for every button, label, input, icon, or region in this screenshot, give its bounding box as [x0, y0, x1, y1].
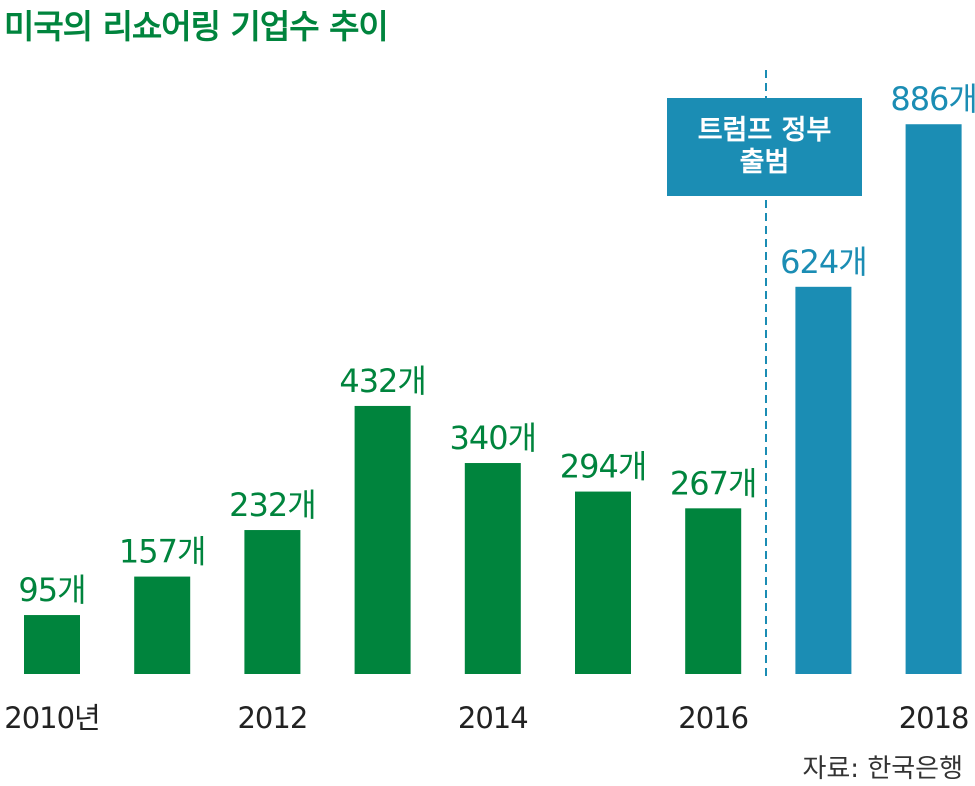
bar-2011 — [134, 576, 191, 674]
value-labels-group: 95개 157개 232개 432개 340개 294개 267개 624개 886개 — [18, 80, 975, 609]
bars-group — [24, 124, 962, 674]
value-label-2018: 886개 — [890, 80, 975, 118]
x-tick-label-2010: 2010년 — [4, 701, 99, 735]
trump-annotation-box: 트럼프 정부 출범 — [667, 98, 862, 196]
bar-2012 — [244, 530, 301, 674]
x-tick-label-2018: 2018 — [899, 701, 969, 735]
value-label-2011: 157개 — [119, 533, 206, 571]
bar-2015 — [575, 491, 631, 674]
bar-2010 — [24, 615, 80, 674]
x-tick-label-2014: 2014 — [458, 701, 528, 735]
bar-2016 — [685, 508, 742, 674]
value-label-2010: 95개 — [18, 571, 85, 609]
value-label-2012: 232개 — [229, 486, 316, 524]
bar-2014 — [464, 463, 521, 674]
bar-2017 — [795, 286, 852, 674]
source-note: 자료: 한국은행 — [802, 754, 963, 784]
annotation-line-2: 출범 — [739, 147, 790, 178]
x-tick-label-2016: 2016 — [678, 701, 748, 735]
bar-2018 — [905, 124, 962, 674]
x-tick-labels-group: 2010년 2012 2014 2016 2018 — [4, 701, 969, 735]
value-label-2013: 432개 — [339, 362, 426, 400]
value-label-2014: 340개 — [450, 419, 537, 457]
bar-2013 — [354, 405, 411, 674]
value-label-2017: 624개 — [780, 243, 867, 281]
annotation-line-1: 트럼프 정부 — [697, 115, 832, 146]
value-label-2015: 294개 — [560, 448, 647, 486]
value-label-2016: 267개 — [670, 464, 757, 502]
x-tick-label-2012: 2012 — [237, 701, 307, 735]
chart-title: 미국의 리쇼어링 기업수 추이 — [4, 7, 389, 46]
